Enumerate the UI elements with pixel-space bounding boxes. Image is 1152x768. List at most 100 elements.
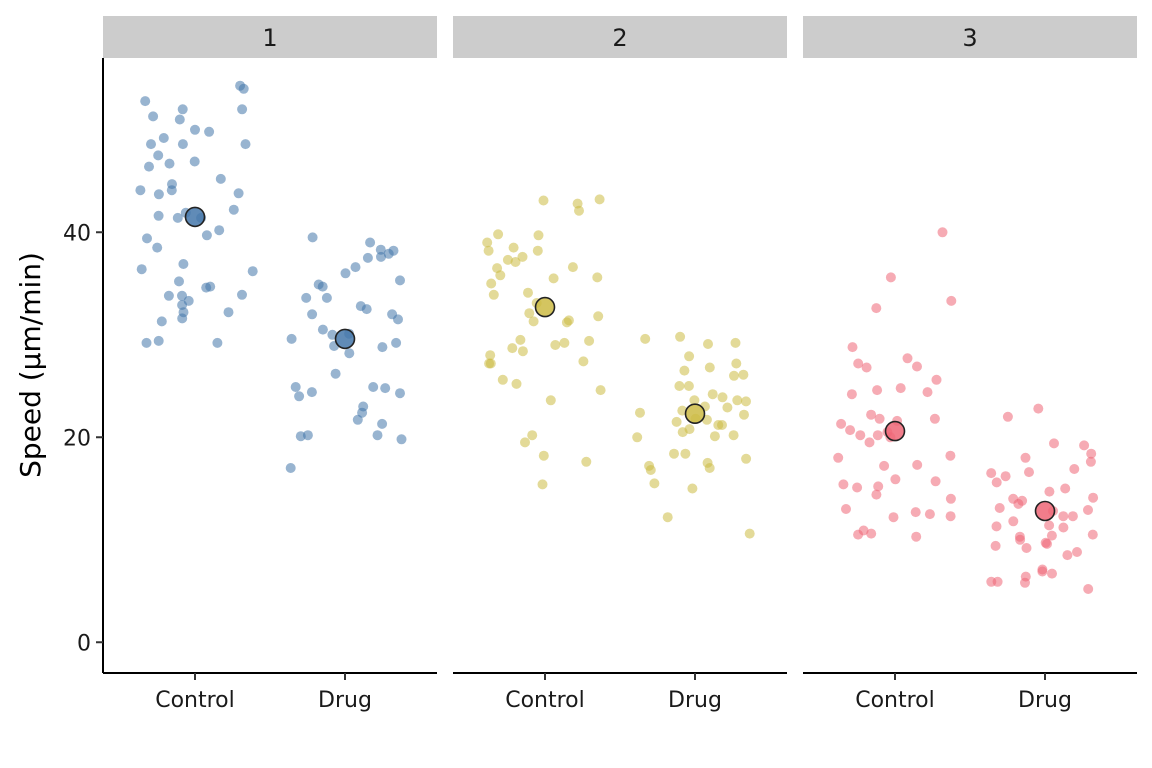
data-point — [395, 275, 405, 286]
data-point — [866, 528, 877, 539]
data-point — [873, 481, 884, 492]
facet-strip-label: 3 — [962, 24, 977, 52]
data-point — [482, 237, 493, 248]
data-point — [992, 576, 1003, 587]
facet-strip — [453, 16, 787, 58]
data-point — [866, 409, 877, 420]
data-point — [592, 272, 603, 283]
data-point — [864, 437, 875, 448]
data-point — [515, 334, 526, 345]
data-point — [301, 292, 312, 303]
data-point — [177, 313, 188, 324]
data-point — [853, 529, 864, 540]
data-point — [483, 245, 494, 256]
data-point — [215, 173, 226, 184]
data-point — [741, 453, 752, 464]
data-point — [559, 337, 570, 348]
data-point — [717, 420, 727, 430]
data-point — [991, 521, 1002, 532]
data-point — [581, 456, 592, 467]
data-point — [502, 254, 513, 265]
facet-strip-label: 1 — [262, 24, 277, 52]
data-point — [739, 409, 749, 420]
data-point — [704, 362, 715, 373]
data-point — [680, 448, 691, 459]
data-point — [1020, 577, 1030, 588]
data-point — [704, 463, 715, 473]
x-tick-label: Control — [505, 688, 585, 713]
data-point — [201, 230, 212, 241]
data-point — [703, 339, 713, 349]
data-point — [911, 531, 922, 542]
data-point — [285, 463, 296, 473]
data-point — [148, 111, 159, 122]
data-point — [330, 368, 341, 379]
data-point — [689, 395, 700, 406]
mean-point — [184, 206, 206, 228]
data-point — [495, 270, 506, 281]
data-point — [874, 413, 885, 424]
data-point — [136, 264, 147, 275]
data-point — [548, 273, 559, 284]
data-point — [1008, 516, 1019, 527]
facet-panel-2: 2 Control Drug — [453, 16, 787, 713]
data-point — [550, 340, 561, 350]
data-point — [1069, 464, 1080, 474]
y-tick-label: 20 — [63, 426, 91, 451]
data-point — [340, 268, 351, 279]
data-point — [538, 450, 549, 461]
data-point — [584, 335, 595, 346]
data-point — [368, 382, 379, 392]
data-point — [946, 295, 957, 306]
data-point — [930, 476, 941, 487]
data-point — [741, 396, 751, 407]
data-point — [1072, 547, 1082, 557]
data-point — [238, 83, 249, 94]
data-point — [189, 156, 200, 167]
data-point — [545, 395, 556, 406]
data-point — [595, 385, 606, 396]
data-point — [674, 381, 685, 391]
data-point — [511, 378, 522, 389]
data-point — [675, 331, 686, 342]
data-point — [872, 385, 883, 396]
data-point — [677, 427, 688, 438]
data-point — [1049, 438, 1059, 449]
data-point — [306, 387, 317, 398]
data-point — [1020, 452, 1031, 463]
data-point — [1024, 467, 1034, 478]
data-point — [493, 229, 504, 240]
data-point — [671, 416, 682, 427]
facet-panel-1: 1 Control Drug — [103, 16, 437, 713]
data-point — [237, 104, 248, 115]
data-point — [507, 343, 518, 354]
data-point — [527, 430, 538, 441]
data-point — [1079, 440, 1090, 451]
data-point — [1047, 568, 1057, 579]
data-point — [177, 104, 188, 115]
data-point — [144, 161, 154, 172]
data-point — [895, 383, 906, 394]
data-point — [1042, 538, 1052, 549]
data-point — [945, 493, 956, 504]
data-point — [852, 482, 863, 493]
data-point — [174, 114, 185, 125]
data-point — [567, 262, 578, 273]
data-point — [485, 350, 496, 361]
x-tick-label: Drug — [668, 688, 722, 713]
data-point — [717, 392, 728, 403]
data-point — [994, 503, 1005, 513]
data-point — [377, 418, 388, 429]
data-point — [635, 407, 645, 418]
data-point — [178, 259, 189, 269]
x-tick-label: Drug — [1018, 688, 1072, 713]
data-point — [201, 282, 212, 293]
data-point — [853, 358, 864, 369]
data-point — [377, 342, 388, 353]
data-point — [836, 418, 847, 429]
data-point — [885, 272, 896, 283]
facet-strip — [803, 16, 1137, 58]
data-point — [204, 126, 215, 137]
data-point — [135, 185, 146, 196]
